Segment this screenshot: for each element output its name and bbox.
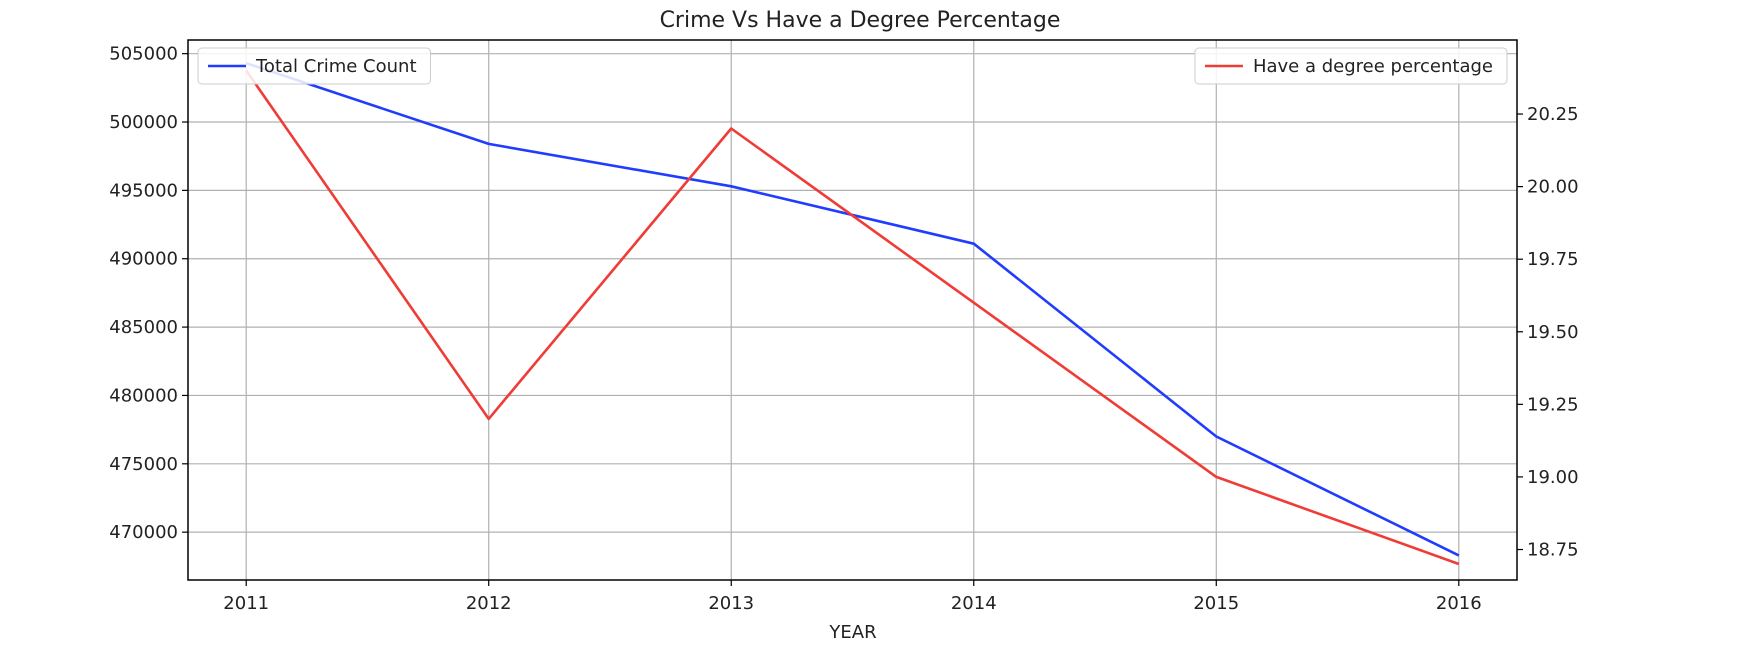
legend-box xyxy=(197,47,432,85)
x-axis-label: YEAR xyxy=(828,622,876,643)
y2-tick-label: 20.00 xyxy=(1527,177,1579,198)
legend-label: Total Crime Count xyxy=(255,56,417,77)
y-tick-label: 485000 xyxy=(109,317,178,338)
x-tick-label: 2013 xyxy=(708,593,754,614)
series-line-have-a-degree-percentage xyxy=(245,69,1460,566)
y-tick-label: 505000 xyxy=(109,44,178,65)
legend-box xyxy=(1194,47,1508,85)
y-tick-label: 480000 xyxy=(109,385,178,406)
y2-tick-label: 19.50 xyxy=(1527,322,1579,343)
legends: Total Crime Count Have a degree percentag… xyxy=(197,47,1508,85)
legend-have-a-degree-percentage: Have a degree percentage xyxy=(1194,47,1508,85)
y2-tick-label: 19.75 xyxy=(1527,249,1579,270)
x-tick-label: 2014 xyxy=(951,593,997,614)
y-tick-label: 475000 xyxy=(109,454,178,475)
y2-tick-label: 20.25 xyxy=(1527,104,1579,125)
series-lines xyxy=(245,61,1460,566)
x-tick-label: 2012 xyxy=(466,593,512,614)
y2-tick-label: 18.75 xyxy=(1527,540,1579,561)
axis-ticks: 2011 2012 2013 2014 2015 2016 470000 475000 4800… xyxy=(109,44,1578,614)
y-tick-label: 490000 xyxy=(109,249,178,270)
y-tick-label: 470000 xyxy=(109,522,178,543)
y2-tick-label: 19.00 xyxy=(1527,467,1579,488)
x-tick-label: 2011 xyxy=(223,593,269,614)
x-tick-label: 2015 xyxy=(1193,593,1239,614)
plot-frame xyxy=(187,39,1518,581)
x-tick-label: 2016 xyxy=(1436,593,1482,614)
y2-tick-label: 19.25 xyxy=(1527,394,1579,415)
legend-label: Have a degree percentage xyxy=(1253,56,1493,77)
legend-total-crime-count: Total Crime Count xyxy=(197,47,432,85)
y-tick-label: 500000 xyxy=(109,112,178,133)
y-tick-label: 495000 xyxy=(109,180,178,201)
chart-title: Crime Vs Have a Degree Percentage xyxy=(660,8,1061,33)
